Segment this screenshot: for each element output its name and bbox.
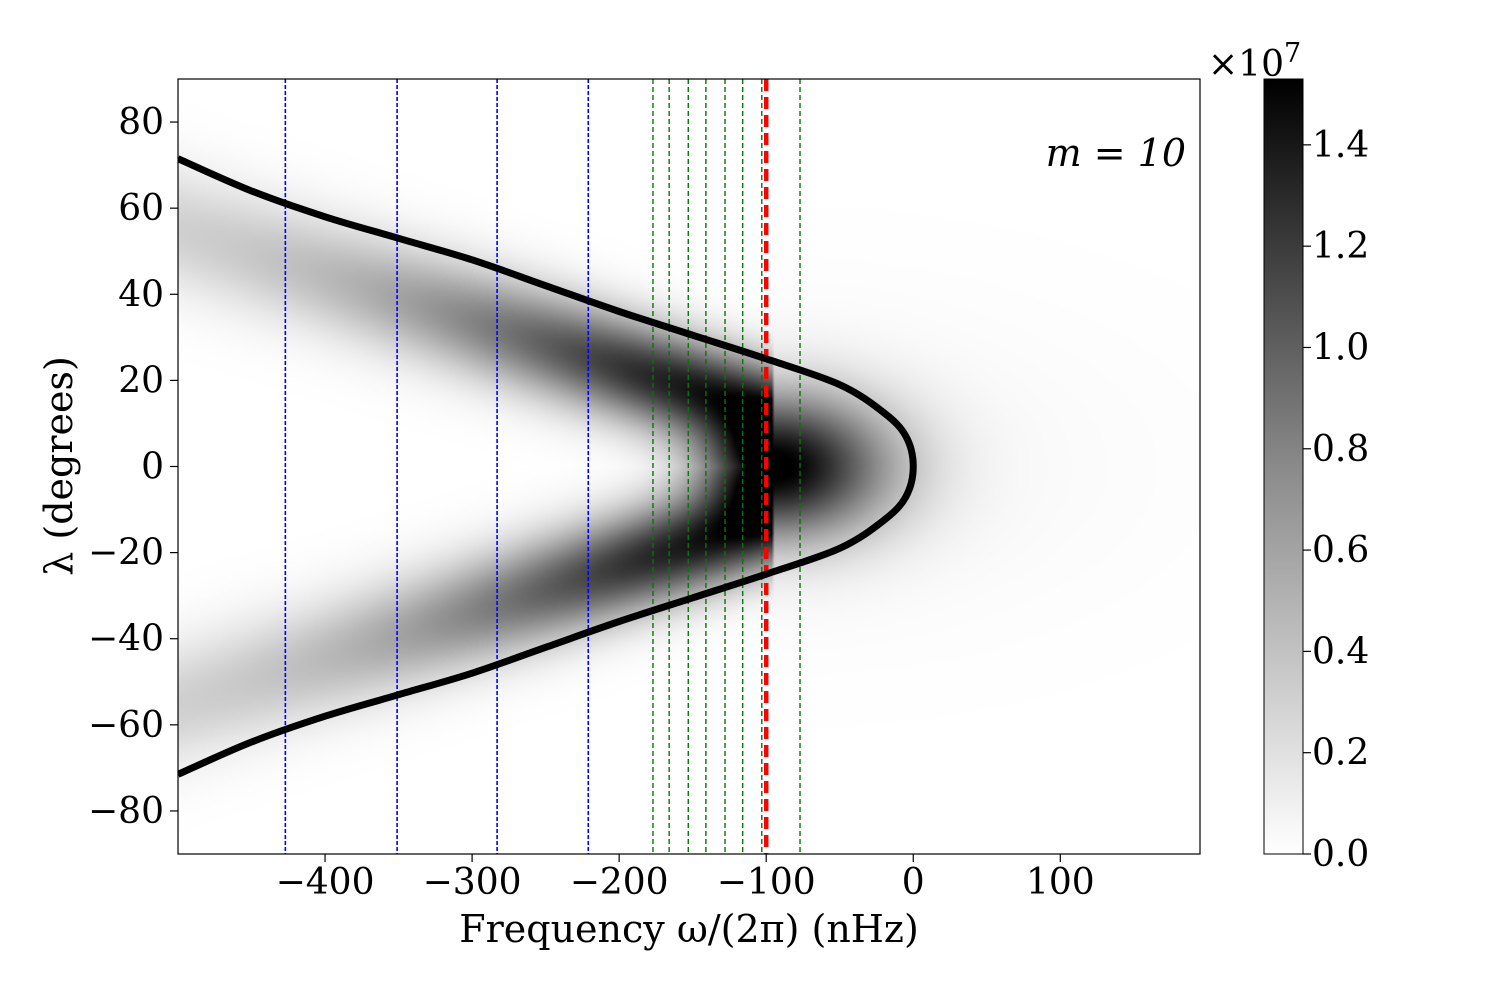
x-tick-label: −400 bbox=[276, 862, 375, 903]
turning-point-curve bbox=[178, 155, 917, 778]
y-tick-label: −20 bbox=[88, 533, 164, 574]
x-axis-ticks: −400 −300 −200 −100 0 100 bbox=[276, 854, 1095, 903]
x-tick-label: −200 bbox=[570, 862, 669, 903]
y-tick-label: 60 bbox=[118, 188, 164, 229]
colorbar-tick-label: 0.2 bbox=[1312, 733, 1369, 774]
y-tick-label: 0 bbox=[141, 447, 164, 488]
x-tick-label: −100 bbox=[717, 862, 816, 903]
y-tick-label: −60 bbox=[88, 705, 164, 746]
colorbar-scale-base: ×10 bbox=[1208, 44, 1284, 85]
y-axis-ticks: −80 −60 −40 −20 0 20 40 60 80 bbox=[88, 102, 178, 832]
mode-annotation: m = 10 bbox=[1046, 131, 1186, 175]
y-tick-label: 20 bbox=[118, 360, 164, 401]
y-tick-label: 40 bbox=[118, 274, 164, 315]
x-tick-label: 0 bbox=[902, 862, 925, 903]
heatmap-image bbox=[178, 79, 1200, 854]
x-axis-label: Frequency ω/(2π) (nHz) bbox=[459, 907, 919, 951]
y-tick-label: −80 bbox=[88, 791, 164, 832]
y-tick-label: −40 bbox=[88, 619, 164, 660]
colorbar-scale: ×107 bbox=[1208, 38, 1301, 85]
colorbar-tick-label: 0.4 bbox=[1312, 631, 1369, 672]
colorbar-tick-label: 0.6 bbox=[1312, 530, 1369, 571]
x-tick-label: 100 bbox=[1026, 862, 1095, 903]
colorbar-scale-exponent: 7 bbox=[1284, 38, 1301, 69]
colorbar-tick-label: 1.4 bbox=[1312, 125, 1369, 166]
colorbar-tick-label: 0.0 bbox=[1312, 834, 1369, 875]
x-tick-label: −300 bbox=[423, 862, 522, 903]
colorbar-ticks: 0.0 0.2 0.4 0.6 0.8 1.0 1.2 1.4 bbox=[1303, 125, 1369, 875]
y-tick-label: 80 bbox=[118, 102, 164, 143]
colorbar-tick-label: 0.8 bbox=[1312, 429, 1369, 470]
y-axis-label: λ (degrees) bbox=[37, 356, 81, 576]
colorbar-tick-label: 1.0 bbox=[1312, 327, 1369, 368]
colorbar bbox=[1263, 78, 1304, 855]
colorbar-tick-label: 1.2 bbox=[1312, 226, 1369, 267]
